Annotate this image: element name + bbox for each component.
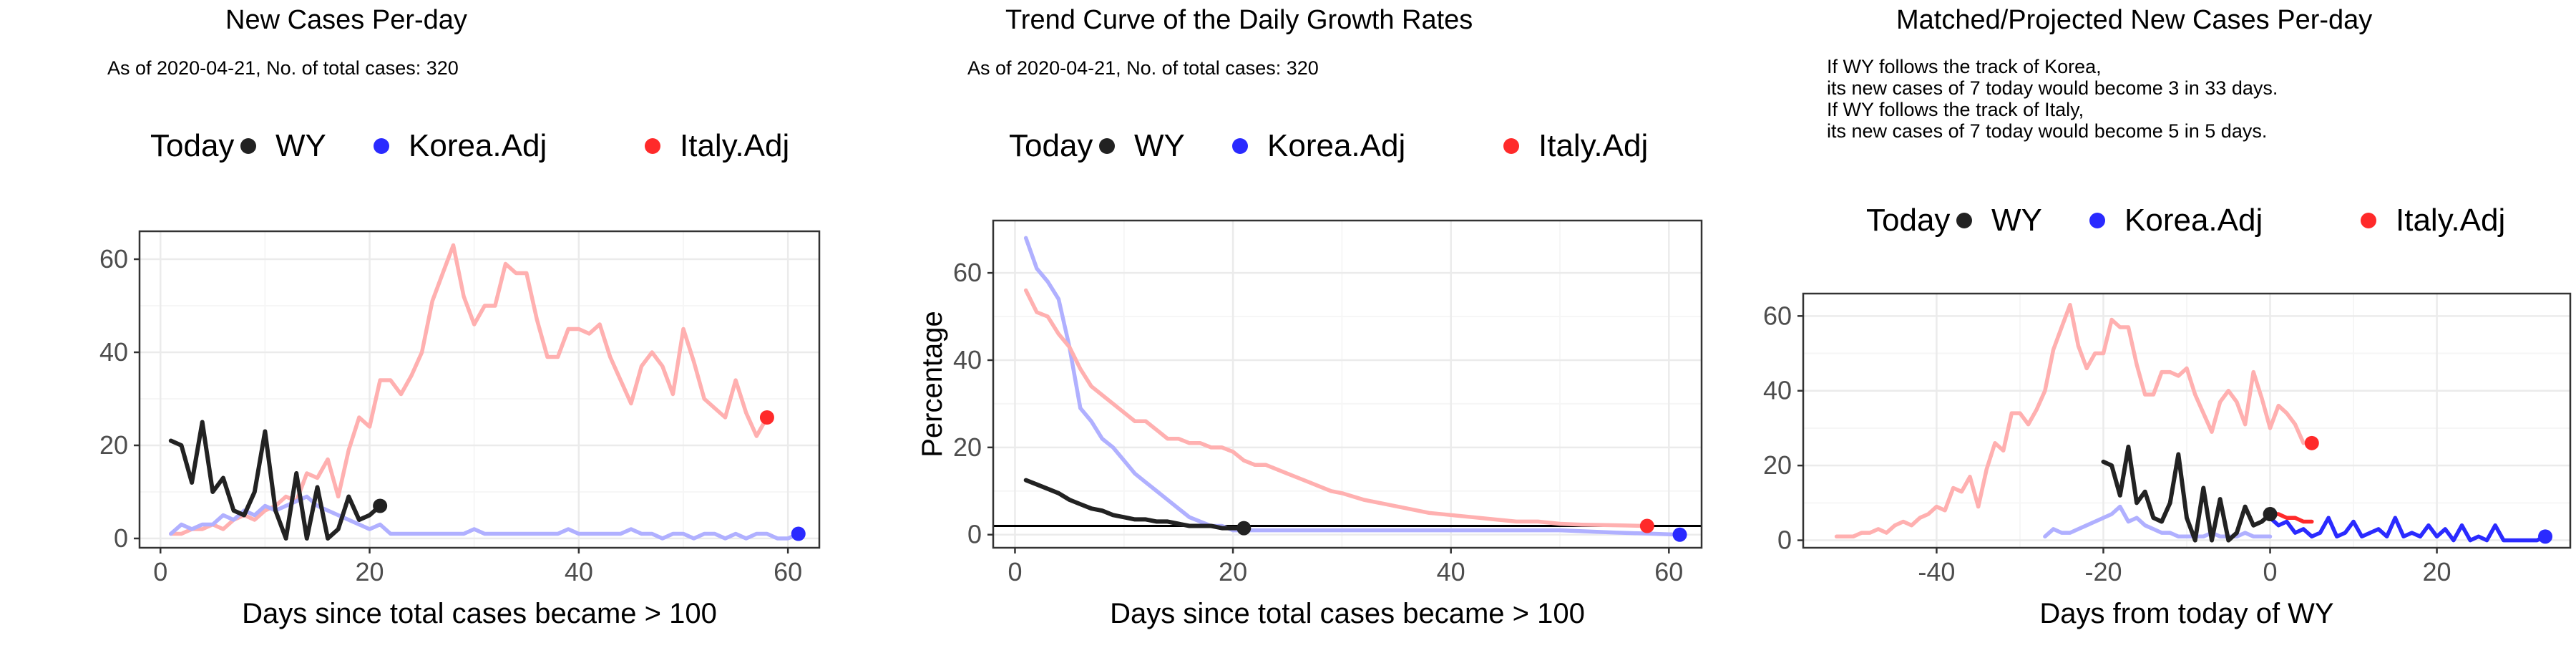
y-tick-label: 20: [1763, 450, 1792, 480]
legend-marker: [2089, 213, 2105, 228]
legend-label: Italy.Adj: [1538, 128, 1648, 163]
x-axis-label: Days from today of WY: [2039, 598, 2333, 629]
chart-title: Trend Curve of the Daily Growth Rates: [1005, 5, 1473, 35]
x-tick-label: 20: [1219, 557, 1247, 586]
today-point-korea-adj: [2538, 529, 2553, 544]
y-tick-label: 20: [953, 432, 982, 462]
today-point-korea-adj: [1672, 527, 1687, 542]
series-line-wy: [2101, 445, 2273, 543]
legend-marker: [1232, 138, 1248, 154]
legend-marker: [374, 138, 389, 154]
chart-title: Matched/Projected New Cases Per-day: [1896, 5, 2372, 35]
legend-label: Korea.Adj: [2124, 203, 2263, 238]
x-tick-label: 40: [1437, 557, 1465, 586]
series-line-korea-adj: [1023, 236, 1682, 537]
legend-label: WY: [1134, 128, 1185, 163]
legend-label: Italy.Adj: [680, 128, 789, 163]
axis-ticks: 0 20 40 60 0 20 40 60: [953, 258, 1683, 586]
x-tick-label: 60: [774, 557, 802, 586]
y-tick-label: 20: [99, 430, 128, 460]
x-tick-label: 20: [356, 557, 384, 586]
legend-label: Italy.Adj: [2396, 203, 2505, 238]
legend-label: Korea.Adj: [1267, 128, 1405, 163]
y-axis-label: Percentage: [917, 311, 948, 458]
x-tick-label: 0: [1008, 557, 1022, 586]
series-line-italy-adj: [1023, 288, 1649, 528]
legend-marker: [1956, 213, 1972, 228]
chart-panel-3: Matched/Projected New Cases Per-day If WY…: [1763, 5, 2572, 629]
legend-title: Today: [1009, 128, 1093, 163]
series-line-italy-adj: [1834, 302, 2306, 539]
y-tick-label: 60: [99, 244, 128, 274]
x-tick-label: 20: [2423, 557, 2451, 586]
chart-subtitle: As of 2020-04-21, No. of total cases: 32…: [107, 57, 459, 79]
gridlines: [1803, 294, 2570, 548]
chart-note: If WY follows the track of Korea,: [1827, 56, 2102, 77]
today-point-italy-adj: [1639, 518, 1654, 533]
plot-frame: [1802, 292, 2572, 549]
gridlines: [140, 231, 819, 548]
series-group: [1023, 236, 1687, 542]
x-tick-label: -40: [1918, 557, 1955, 586]
series-line-wy: [1023, 478, 1246, 531]
plot-area: [140, 231, 819, 548]
y-tick-label: 40: [1763, 376, 1792, 405]
today-point-wy: [373, 498, 388, 513]
plot-area: [993, 221, 1702, 548]
x-tick-label: -20: [2084, 557, 2122, 586]
x-tick-label: 0: [2263, 557, 2278, 586]
x-axis-label: Days since total cases became > 100: [242, 598, 717, 629]
chart-panel-2: Trend Curve of the Daily Growth Rates As …: [917, 5, 1703, 629]
legend-title: Today: [1866, 203, 1950, 238]
axis-ticks: 0 20 40 60 0 20 40 60: [99, 244, 802, 586]
legend: Today WY Korea.Adj Italy.Adj: [1009, 128, 1648, 163]
chart-note: its new cases of 7 today would become 3 …: [1827, 77, 2278, 99]
y-tick-label: 60: [1763, 301, 1792, 330]
plot-frame: [138, 230, 821, 549]
y-tick-label: 0: [967, 520, 982, 549]
legend-marker: [240, 138, 256, 154]
y-tick-label: 0: [1777, 526, 1792, 555]
legend: Today WY Korea.Adj Italy.Adj: [150, 128, 789, 163]
today-point-wy: [2263, 507, 2278, 522]
legend-marker: [645, 138, 660, 154]
today-point-italy-adj: [2304, 435, 2319, 450]
y-tick-label: 40: [953, 345, 982, 374]
today-point-wy: [1236, 521, 1252, 536]
x-axis-label: Days since total cases became > 100: [1110, 598, 1585, 629]
legend-title: Today: [150, 128, 234, 163]
series-line-korea-adj: [2268, 516, 2547, 543]
series-group: [1834, 302, 2553, 544]
legend-label: WY: [1991, 203, 2042, 238]
gridlines: [993, 221, 1702, 548]
legend-label: Korea.Adj: [409, 128, 547, 163]
y-tick-label: 0: [114, 523, 128, 553]
series-line-wy: [168, 420, 383, 541]
chart-panel-1: New Cases Per-day As of 2020-04-21, No. o…: [99, 5, 821, 629]
series-group: [168, 243, 806, 541]
y-tick-label: 40: [99, 337, 128, 367]
today-point-italy-adj: [759, 410, 774, 425]
chart-note: its new cases of 7 today would become 5 …: [1827, 120, 2267, 142]
x-tick-label: 0: [153, 557, 167, 586]
axis-ticks: -40 -20 0 20 0 20 40 60: [1763, 301, 2451, 586]
today-point-korea-adj: [791, 526, 806, 541]
legend-marker: [1503, 138, 1519, 154]
chart-title: New Cases Per-day: [225, 5, 467, 35]
chart-subtitle: As of 2020-04-21, No. of total cases: 32…: [967, 57, 1319, 79]
x-tick-label: 40: [565, 557, 593, 586]
x-tick-label: 60: [1654, 557, 1683, 586]
chart-note: If WY follows the track of Italy,: [1827, 99, 2084, 120]
legend-marker: [1099, 138, 1115, 154]
legend-marker: [2361, 213, 2376, 228]
legend: Today WY Korea.Adj Italy.Adj: [1866, 203, 2505, 238]
plot-frame: [992, 219, 1703, 549]
legend-label: WY: [275, 128, 326, 163]
y-tick-label: 60: [953, 258, 982, 287]
